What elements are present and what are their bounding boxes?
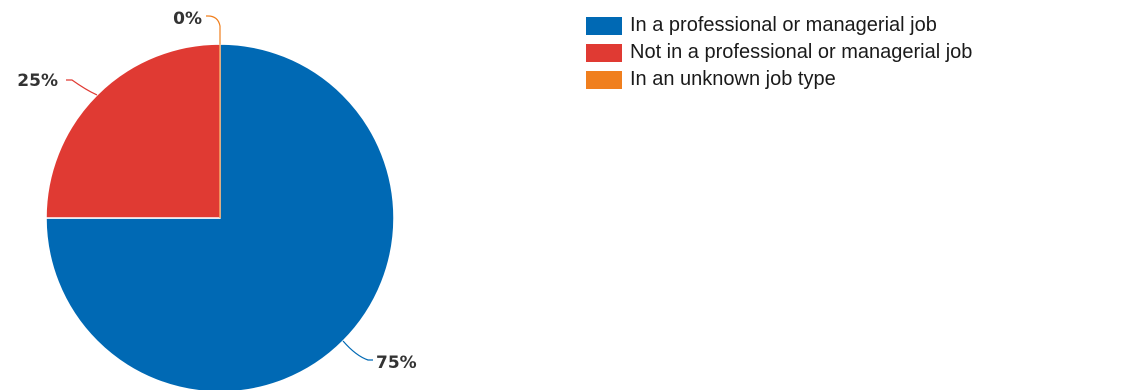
label-connector-3 bbox=[206, 15, 221, 44]
legend-swatch-1 bbox=[586, 16, 622, 35]
legend-label-2: Not in a professional or managerial job bbox=[630, 41, 973, 63]
legend-item-1[interactable]: In a professional or managerial job bbox=[586, 12, 972, 39]
legend-swatch-3 bbox=[586, 70, 622, 89]
data-label-3: 0% bbox=[173, 9, 202, 29]
legend-label-3: In an unknown job type bbox=[630, 68, 836, 90]
data-label-1: 75% bbox=[376, 353, 417, 373]
label-connector-2 bbox=[66, 79, 98, 96]
chart-legend: In a professional or managerial job Not i… bbox=[586, 12, 972, 93]
label-connector-1 bbox=[342, 340, 373, 361]
legend-swatch-2 bbox=[586, 43, 622, 62]
legend-label-1: In a professional or managerial job bbox=[630, 14, 937, 36]
pie-slice-2[interactable] bbox=[45, 43, 221, 219]
data-label-2: 25% bbox=[17, 71, 58, 91]
label-connectors bbox=[66, 15, 373, 361]
pie-slices bbox=[45, 43, 395, 390]
legend-item-2[interactable]: Not in a professional or managerial job bbox=[586, 39, 972, 66]
legend-item-3[interactable]: In an unknown job type bbox=[586, 66, 972, 93]
data-labels: 75% 25% 0% bbox=[17, 9, 416, 373]
